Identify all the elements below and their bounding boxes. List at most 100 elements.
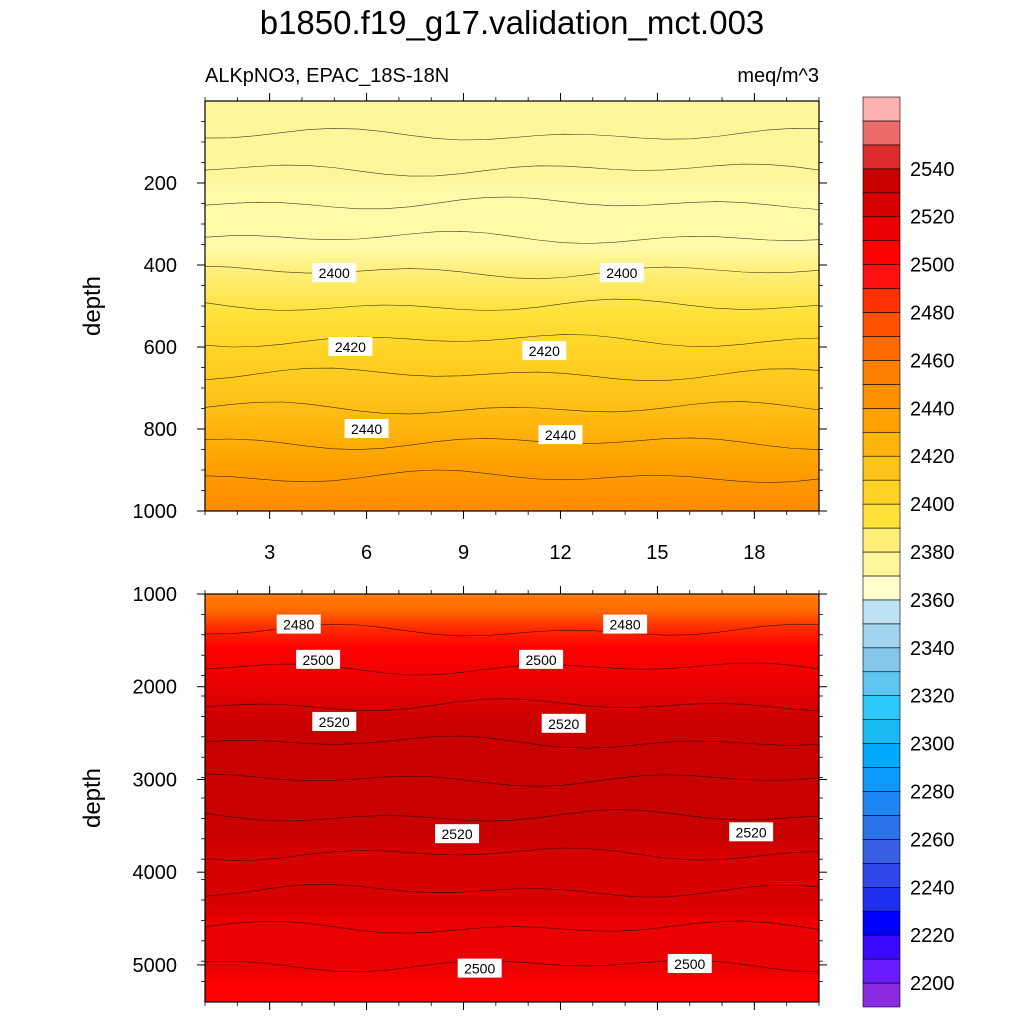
contour-label-box <box>538 425 583 445</box>
contour-label-box <box>312 711 357 731</box>
y-tick-label: 400 <box>144 255 177 277</box>
upper-contours <box>204 127 820 484</box>
contour-line <box>204 773 820 787</box>
colorbar-box <box>862 168 901 194</box>
colorbar-label: 2260 <box>910 829 955 851</box>
chart-title: b1850.f19_g17.validation_mct.003 <box>259 4 765 41</box>
contour-label: 2480 <box>610 617 641 633</box>
upper-contour-labels: 2400 2400 2420 2420 2440 2440 <box>312 263 644 445</box>
contour-label: 2440 <box>545 427 576 443</box>
contour-line <box>204 163 820 177</box>
colorbar-label: 2380 <box>910 542 955 564</box>
contour-label-box <box>435 824 480 844</box>
colorbar-label: 2300 <box>910 734 955 756</box>
y-tick-label: 200 <box>144 173 177 195</box>
colorbar-box <box>862 527 901 553</box>
lower-ticks: 1000 2000 3000 4000 5000 <box>133 584 827 1010</box>
contour-line <box>204 401 820 415</box>
colorbar-box <box>862 863 901 888</box>
y-tick-label: 800 <box>144 419 177 441</box>
upper-units-label: meq/m^3 <box>737 65 819 87</box>
upper-panel: 200 400 600 800 1000 2400 2400 2420 2420 2440 244… <box>79 65 827 523</box>
contour-line <box>204 196 820 210</box>
colorbar-box <box>862 599 901 625</box>
colorbar-box <box>862 623 901 649</box>
contour-label-box <box>729 822 774 842</box>
contour-label-box <box>599 263 644 283</box>
contour-label: 2480 <box>283 617 314 633</box>
colorbar-label: 2480 <box>910 303 955 325</box>
x-tick-label: 12 <box>549 542 571 564</box>
contour-label: 2500 <box>526 652 557 668</box>
colorbar-box <box>862 910 901 936</box>
contour-label-box <box>541 713 586 733</box>
colorbar-box <box>862 934 901 960</box>
contour-line <box>204 127 820 141</box>
colorbar: 2200 2220 2240 2260 2280 2300 2320 2340 2360 2380… <box>862 96 955 1008</box>
colorbar-box <box>862 982 901 1008</box>
colorbar-box <box>862 216 901 241</box>
colorbar-box <box>862 671 901 696</box>
contour-label: 2520 <box>441 826 472 842</box>
contour-label: 2520 <box>319 714 350 730</box>
colorbar-box <box>862 886 901 912</box>
colorbar-box <box>862 240 901 265</box>
colorbar-box <box>862 767 901 792</box>
contour-line <box>204 367 820 381</box>
colorbar-label: 2500 <box>910 255 955 277</box>
contour-label-box <box>519 649 564 669</box>
contour-label-box <box>667 953 712 973</box>
contour-label: 2400 <box>319 265 350 281</box>
contour-line <box>204 809 820 822</box>
colorbar-box <box>862 431 901 457</box>
lower-ylabel: depth <box>79 768 106 828</box>
contour-line <box>204 298 820 311</box>
x-tick-label: 3 <box>264 542 275 564</box>
contour-label-box <box>296 649 341 669</box>
y-tick-label: 2000 <box>133 677 178 699</box>
colorbar-box <box>862 144 901 170</box>
colorbar-box <box>862 575 901 601</box>
contour-label-box <box>328 337 373 356</box>
contour-label: 2520 <box>736 824 767 840</box>
upper-variable-label: ALKpNO3, EPAC_18S-18N <box>205 65 449 87</box>
colorbar-box <box>862 360 901 385</box>
colorbar-box <box>862 719 901 744</box>
colorbar-box <box>862 647 901 673</box>
colorbar-box <box>862 479 901 505</box>
contour-label-box <box>457 958 502 978</box>
colorbar-label: 2220 <box>910 925 955 947</box>
colorbar-label: 2320 <box>910 686 955 708</box>
contour-line <box>204 920 820 934</box>
contour-line <box>204 847 820 861</box>
colorbar-label: 2360 <box>910 590 955 612</box>
contour-label: 2420 <box>529 343 560 359</box>
colorbar-box <box>862 455 901 481</box>
contour-label: 2500 <box>464 961 495 977</box>
y-tick-label: 1000 <box>133 501 178 523</box>
colorbar-box <box>862 264 901 289</box>
colorbar-boxes <box>862 96 901 1008</box>
contour-label: 2440 <box>351 421 382 437</box>
colorbar-box <box>862 96 901 122</box>
colorbar-box <box>862 192 901 218</box>
contour-line <box>204 265 820 280</box>
y-tick-label: 4000 <box>133 862 178 884</box>
y-tick-label: 3000 <box>133 769 178 791</box>
contour-line <box>204 469 820 484</box>
colorbar-label: 2400 <box>910 494 955 516</box>
contour-label-box <box>276 614 321 634</box>
colorbar-label: 2540 <box>910 159 955 181</box>
contour-line <box>204 230 820 244</box>
colorbar-box <box>862 839 901 864</box>
colorbar-box <box>862 791 901 816</box>
contour-line <box>204 735 820 749</box>
colorbar-box <box>862 408 901 433</box>
contour-label: 2500 <box>303 652 334 668</box>
colorbar-box <box>862 503 901 529</box>
colorbar-label: 2440 <box>910 398 955 420</box>
x-tick-label: 6 <box>361 542 372 564</box>
contour-label-box <box>522 341 567 361</box>
colorbar-label: 2520 <box>910 207 955 229</box>
